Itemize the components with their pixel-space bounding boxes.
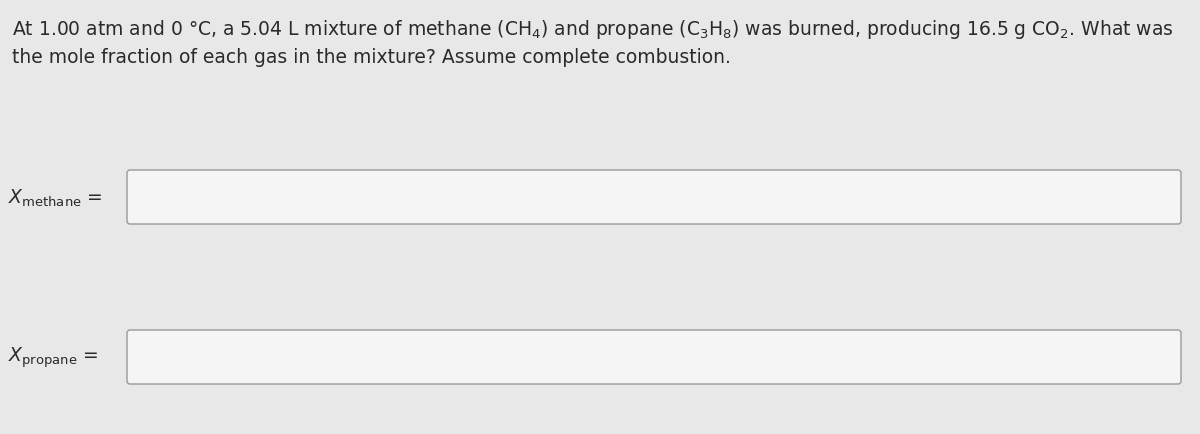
Text: $X_{\mathrm{methane}}$ =: $X_{\mathrm{methane}}$ = — [8, 187, 103, 208]
FancyBboxPatch shape — [127, 171, 1181, 224]
Text: $X_{\mathrm{propane}}$ =: $X_{\mathrm{propane}}$ = — [8, 345, 98, 369]
FancyBboxPatch shape — [127, 330, 1181, 384]
Text: At 1.00 atm and 0 °C, a 5.04 L mixture of methane $(\mathrm{CH_4})$ and propane : At 1.00 atm and 0 °C, a 5.04 L mixture o… — [12, 18, 1174, 41]
Text: the mole fraction of each gas in the mixture? Assume complete combustion.: the mole fraction of each gas in the mix… — [12, 48, 731, 67]
